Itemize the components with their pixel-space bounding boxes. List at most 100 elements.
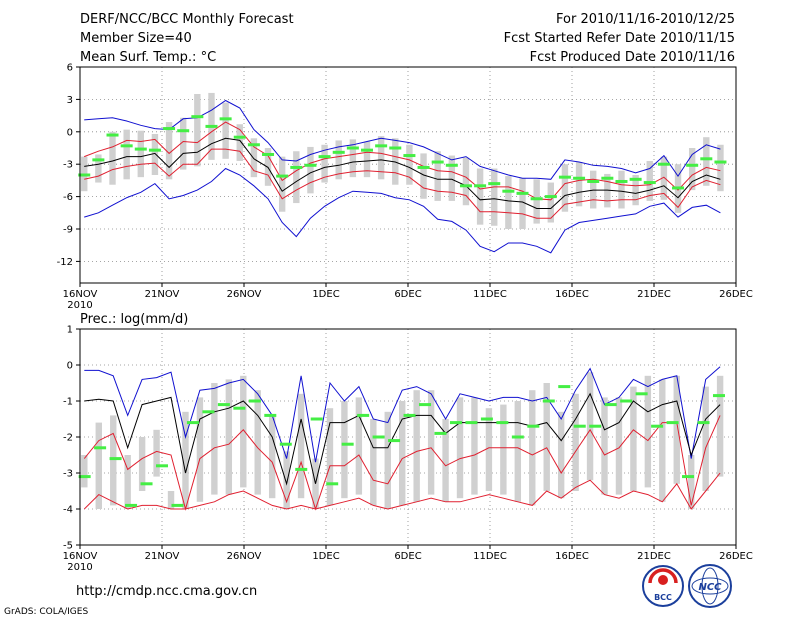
ncc-logo: NCC: [688, 564, 732, 608]
temp-mean-marker: [346, 146, 359, 150]
temp-range-bar: [250, 138, 258, 178]
footer-url[interactable]: http://cmdp.ncc.cma.gov.cn: [76, 584, 257, 599]
temp-mean-marker: [332, 150, 345, 154]
prec-mean-marker: [125, 503, 138, 507]
temp-ytick-label: -12: [57, 257, 73, 268]
prec-xtick-label: 1DEC: [312, 551, 339, 562]
prec-range-bar: [384, 411, 391, 509]
temp-ytick-label: -6: [63, 192, 73, 203]
prec-xtick-label: 16DEC: [555, 551, 589, 562]
bcc-logo-text: BCC: [654, 593, 672, 602]
bottom-variable-label: Prec.: log(mm/d): [80, 312, 188, 327]
temp-mean-marker: [318, 155, 331, 159]
temp-mean-marker: [134, 147, 147, 151]
prec-mean-marker: [388, 439, 401, 443]
temp-mean-marker: [686, 163, 699, 167]
prec-range-bar: [124, 455, 131, 509]
forecast-period: For 2010/11/16-2010/12/25: [556, 12, 735, 27]
bcc-logo-dot: [658, 575, 668, 585]
prec-mean-marker: [697, 421, 710, 425]
prec-range-bar: [196, 397, 204, 502]
temp-mean-marker: [247, 143, 260, 147]
prec-range-bar: [138, 437, 146, 491]
temp-mean-marker: [290, 165, 303, 169]
prec-ytick-label: -1: [63, 397, 73, 408]
temp-range-bar: [491, 168, 498, 226]
prec-mean-marker: [527, 424, 540, 428]
prec-range-bar: [456, 397, 464, 499]
prec-mean-marker: [651, 424, 664, 428]
prec-ytick-label: -5: [63, 541, 73, 552]
temp-range-bar: [462, 157, 470, 206]
temp-mean-marker: [219, 117, 232, 121]
temp-xtick-label: 16NOV: [63, 289, 98, 300]
prec-range-bar: [673, 375, 680, 484]
temp-mean-marker: [502, 189, 515, 193]
temp-ytick-label: -9: [63, 225, 73, 236]
prec-range-bar: [413, 390, 420, 502]
temp-xtick-label: 26NOV: [227, 289, 262, 300]
prec-range-bar: [702, 386, 709, 491]
prec-range-bar: [81, 455, 88, 488]
prec-range-bar: [167, 491, 175, 509]
temp-range-bar: [95, 154, 102, 183]
temp-range-bar: [335, 140, 342, 180]
prec-range-bar: [514, 401, 522, 502]
temp-ytick-label: 0: [67, 127, 73, 138]
prec-ytick-label: -2: [63, 433, 73, 444]
precipitation-panel: -5 -4 -3 -2 -1 0 1 16NOV 21NOV 26NOV 1DEC 6DEC 11DEC…: [63, 325, 753, 574]
temp-mean-marker: [389, 146, 402, 150]
temp-xtick-label: 21DEC: [637, 289, 671, 300]
temp-mean-marker: [657, 162, 670, 166]
prec-mean-marker: [233, 406, 246, 410]
temp-mean-marker: [262, 152, 275, 156]
prec-ytick-label: -3: [63, 469, 73, 480]
prec-xtick-label: 26NOV: [227, 551, 262, 562]
temp-mean-marker: [163, 127, 176, 131]
temp-mean-marker: [417, 165, 430, 169]
temp-range-bar: [434, 151, 441, 201]
prec-range-bar: [716, 375, 724, 477]
temp-range-bar: [590, 170, 597, 209]
prec-range-bar: [254, 390, 261, 495]
prec-range-bar: [95, 422, 102, 509]
prec-mean-marker: [357, 413, 370, 417]
temp-range-bar: [448, 155, 456, 201]
prec-mean-marker: [542, 399, 555, 403]
prec-range-bar: [182, 411, 189, 509]
prec-mean-marker: [573, 424, 586, 428]
temp-range-bar: [180, 117, 187, 170]
temp-line-q1: [84, 148, 721, 219]
prec-mean-marker: [202, 410, 215, 414]
temp-mean-marker: [120, 144, 133, 148]
prec-range-bar: [644, 375, 652, 488]
temp-mean-marker: [474, 184, 487, 188]
temp-range-bar: [575, 162, 583, 207]
temp-mean-marker: [361, 148, 373, 152]
prec-mean-marker: [620, 399, 633, 403]
temp-xtick-label: 16DEC: [555, 289, 589, 300]
temp-line-q3: [84, 121, 721, 201]
prec-mean-marker: [449, 421, 462, 425]
temp-ytick-label: 6: [67, 63, 73, 74]
prec-mean-marker: [589, 424, 602, 428]
prec-mean-marker: [372, 435, 385, 439]
prec-range-bar: [659, 379, 666, 502]
bcc-logo-arc: [648, 568, 678, 584]
temp-range-bar: [688, 148, 696, 191]
temp-range-bar: [349, 139, 357, 178]
temp-ytick-label: 3: [67, 95, 73, 106]
prec-range-bar: [326, 408, 334, 506]
prec-range-bar: [211, 383, 218, 495]
prec-range-bar: [268, 415, 276, 499]
temp-range-bar: [222, 102, 229, 159]
temp-mean-marker: [601, 176, 614, 180]
temp-mean-marker: [544, 195, 557, 199]
temp-range-bar: [476, 168, 484, 225]
prec-range-bar: [442, 419, 449, 502]
prec-mean-marker: [140, 482, 153, 486]
prec-xtick-year: 2010: [67, 562, 92, 573]
prec-xtick-label: 6DEC: [394, 551, 421, 562]
temp-line-median: [84, 137, 721, 209]
temp-xtick-label: 11DEC: [473, 289, 507, 300]
